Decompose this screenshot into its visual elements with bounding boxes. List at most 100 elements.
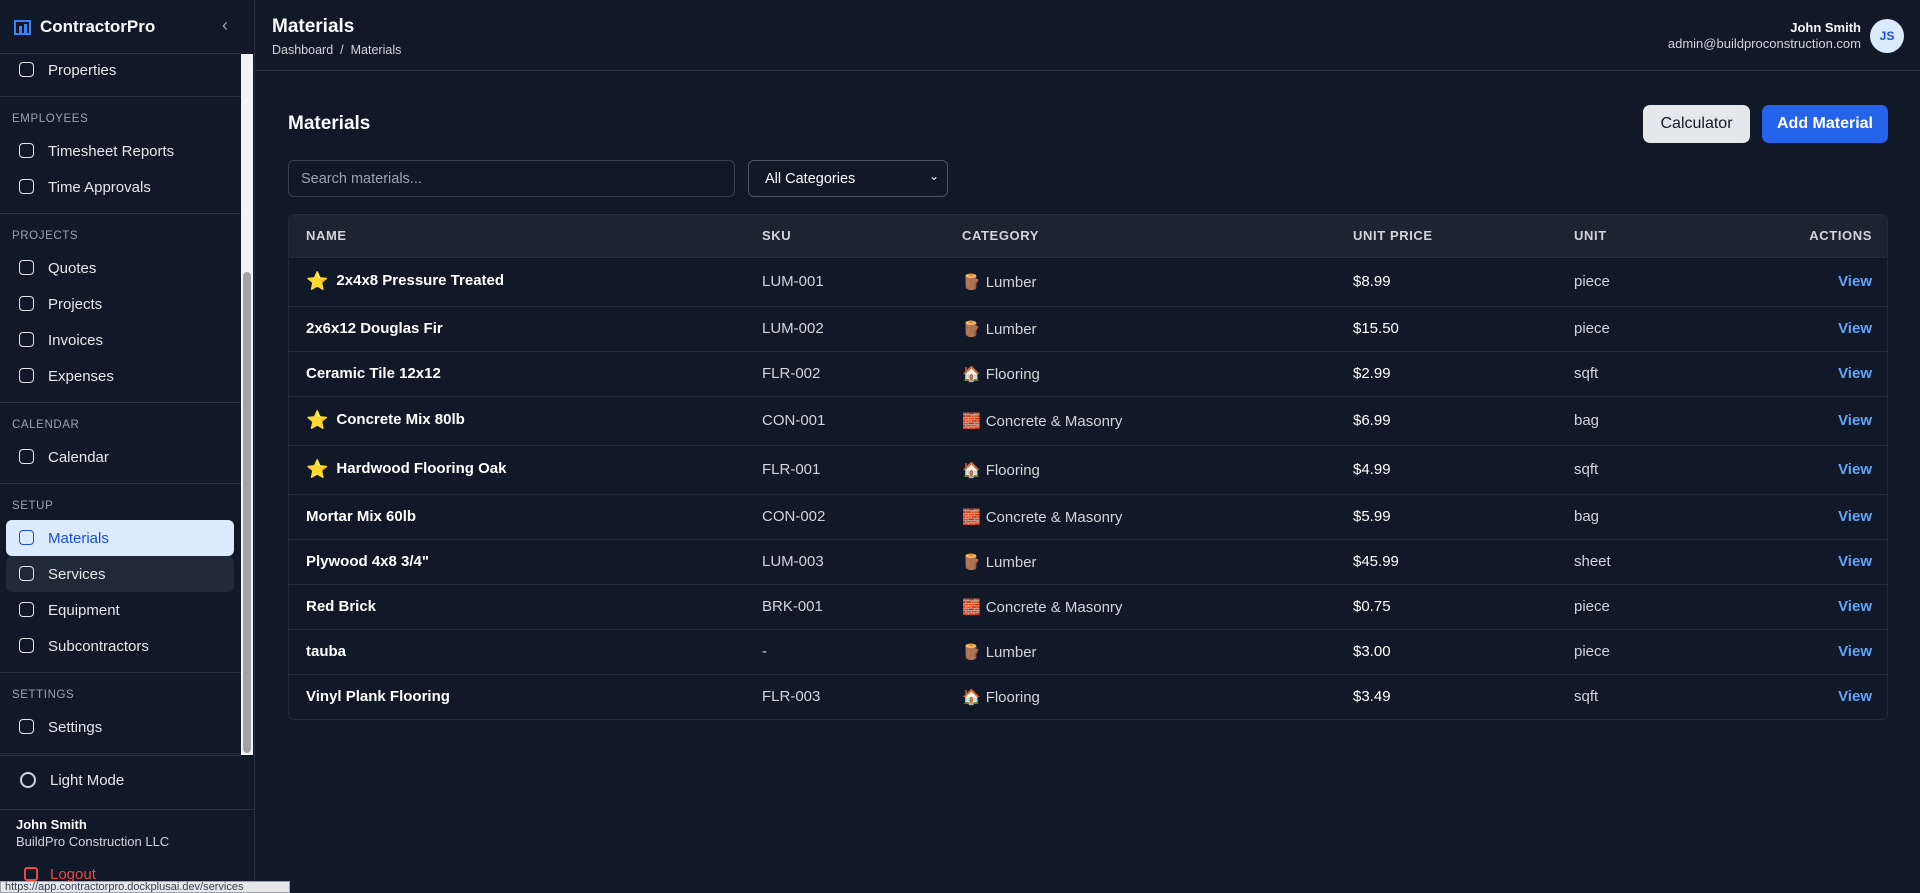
page-title: Materials xyxy=(272,16,355,37)
nav-icon xyxy=(19,638,34,653)
view-link[interactable]: View xyxy=(1838,412,1872,429)
unit-cell: piece xyxy=(1557,256,1717,306)
nav-label: Expenses xyxy=(48,367,114,385)
name-cell: ⭐ Concrete Mix 80lb xyxy=(289,395,745,445)
view-link[interactable]: View xyxy=(1838,643,1872,660)
breadcrumb-link[interactable]: Dashboard xyxy=(272,43,334,57)
price-cell: $15.50 xyxy=(1336,305,1557,351)
category-name: Lumber xyxy=(985,643,1037,661)
table-row: Plywood 4x8 3/4" LUM-003 🪵 Lumber $45.99 shee… xyxy=(289,538,1887,584)
nav-item[interactable]: Settings xyxy=(6,709,234,745)
nav-item[interactable]: Timesheet Reports xyxy=(6,133,234,169)
nav-label: Invoices xyxy=(48,331,104,349)
sku-cell: FLR-001 xyxy=(745,444,945,494)
table-row: Ceramic Tile 12x12 FLR-002 🏠 Flooring $2.99 s… xyxy=(289,350,1887,396)
price-cell: $45.99 xyxy=(1336,538,1557,584)
star-icon: ⭐ xyxy=(306,410,329,430)
category-cell: 🏠 Flooring xyxy=(945,673,1336,719)
action-cell: View xyxy=(1717,538,1887,584)
category-icon: 🧱 xyxy=(962,598,981,616)
unit-cell: piece xyxy=(1557,305,1717,351)
column-header: NAME xyxy=(289,215,745,257)
nav-icon xyxy=(19,602,34,617)
add-material-button[interactable]: Add Material xyxy=(1762,105,1888,143)
theme-toggle[interactable]: Light Mode xyxy=(50,772,125,789)
price-cell: $8.99 xyxy=(1336,256,1557,306)
view-link[interactable]: View xyxy=(1838,320,1872,337)
nav-label: Materials xyxy=(48,529,109,547)
logout[interactable]: Logout xyxy=(50,866,96,883)
category-cell: 🏠 Flooring xyxy=(945,350,1336,396)
view-link[interactable]: View xyxy=(1838,461,1872,478)
sku-cell: LUM-003 xyxy=(745,538,945,584)
select-caret: ⌄ xyxy=(928,169,939,183)
view-link[interactable]: View xyxy=(1838,365,1872,382)
separator xyxy=(0,402,241,403)
nav-item[interactable]: Services xyxy=(6,556,234,592)
nav-item[interactable]: Calendar xyxy=(6,439,234,475)
view-link[interactable]: View xyxy=(1838,553,1872,570)
category-icon: 🧱 xyxy=(962,412,981,430)
scrollbar-thumb[interactable] xyxy=(243,272,251,753)
nav-icon xyxy=(19,332,34,347)
logout-icon xyxy=(24,867,38,881)
name-cell: Red Brick xyxy=(289,583,745,629)
nav-label: Subcontractors xyxy=(48,637,149,655)
view-link[interactable]: View xyxy=(1838,273,1872,290)
nav-item[interactable]: Materials xyxy=(6,520,234,556)
table-row: ⭐ Concrete Mix 80lb CON-001 🧱 Concrete & Mas… xyxy=(289,395,1887,445)
material-name: Red Brick xyxy=(306,598,377,615)
sku-cell: LUM-001 xyxy=(745,256,945,306)
material-name: Vinyl Plank Flooring xyxy=(306,688,450,706)
view-link[interactable]: View xyxy=(1838,598,1872,615)
search-input[interactable]: Search materials... xyxy=(288,160,735,197)
nav-icon xyxy=(19,368,34,383)
category-name: Lumber xyxy=(985,273,1037,291)
table-row: Red Brick BRK-001 🧱 Concrete & Masonry $0.75… xyxy=(289,583,1887,629)
column-header: CATEGORY xyxy=(945,215,1336,257)
material-name: tauba xyxy=(306,643,347,660)
nav-icon xyxy=(19,260,34,275)
section-label: CALENDAR xyxy=(12,419,80,431)
table-row: ⭐ Hardwood Flooring Oak FLR-001 🏠 Flooring $4… xyxy=(289,444,1887,494)
category-cell: 🪵 Lumber xyxy=(945,538,1336,584)
select-value: All Categories xyxy=(765,171,856,187)
nav-item[interactable]: Subcontractors xyxy=(6,628,234,664)
nav-icon xyxy=(19,530,34,545)
nav-label: Equipment xyxy=(48,601,120,619)
nav-item[interactable]: Properties xyxy=(6,54,234,88)
nav-item[interactable]: Projects xyxy=(6,286,234,322)
column-header: UNIT xyxy=(1557,215,1717,257)
nav-item[interactable]: Equipment xyxy=(6,592,234,628)
collapse-button[interactable]: ‹ xyxy=(222,15,228,35)
category-name: Flooring xyxy=(985,461,1040,479)
price-cell: $3.49 xyxy=(1336,673,1557,719)
nav-item[interactable]: Quotes xyxy=(6,250,234,286)
calculator-button[interactable]: Calculator xyxy=(1643,105,1750,143)
nav-label: Services xyxy=(48,565,106,583)
nav-item[interactable]: Expenses xyxy=(6,358,234,394)
unit-cell: sqft xyxy=(1557,444,1717,494)
nav-icon xyxy=(19,449,34,464)
nav-item[interactable]: Invoices xyxy=(6,322,234,358)
avatar[interactable]: JS xyxy=(1870,19,1904,53)
separator xyxy=(0,96,241,97)
nav-item[interactable]: Time Approvals xyxy=(6,169,234,205)
user-name: John Smith xyxy=(16,817,87,832)
section-label: SETTINGS xyxy=(12,689,75,701)
view-link[interactable]: View xyxy=(1838,688,1872,706)
category-cell: 🧱 Concrete & Masonry xyxy=(945,395,1336,445)
view-link[interactable]: View xyxy=(1838,508,1872,525)
separator xyxy=(0,213,241,214)
header-user-email: admin@buildproconstruction.com xyxy=(1667,36,1861,51)
category-name: Concrete & Masonry xyxy=(985,412,1123,430)
category-select[interactable]: All Categories ⌄ xyxy=(748,160,948,197)
nav-icon xyxy=(19,719,34,734)
action-cell: View xyxy=(1717,256,1887,306)
table-header: NAME SKU CATEGORY UNIT PRICE UNIT ACTIONS xyxy=(289,215,1887,257)
price-cell: $4.99 xyxy=(1336,444,1557,494)
name-cell: Mortar Mix 60lb xyxy=(289,493,745,539)
table-row: Vinyl Plank Flooring FLR-003 🏠 Flooring $3.4… xyxy=(289,673,1887,719)
nav: Properties EMPLOYEES Timesheet Reports Time… xyxy=(0,54,254,755)
material-name: 2x4x8 Pressure Treated xyxy=(336,272,505,289)
